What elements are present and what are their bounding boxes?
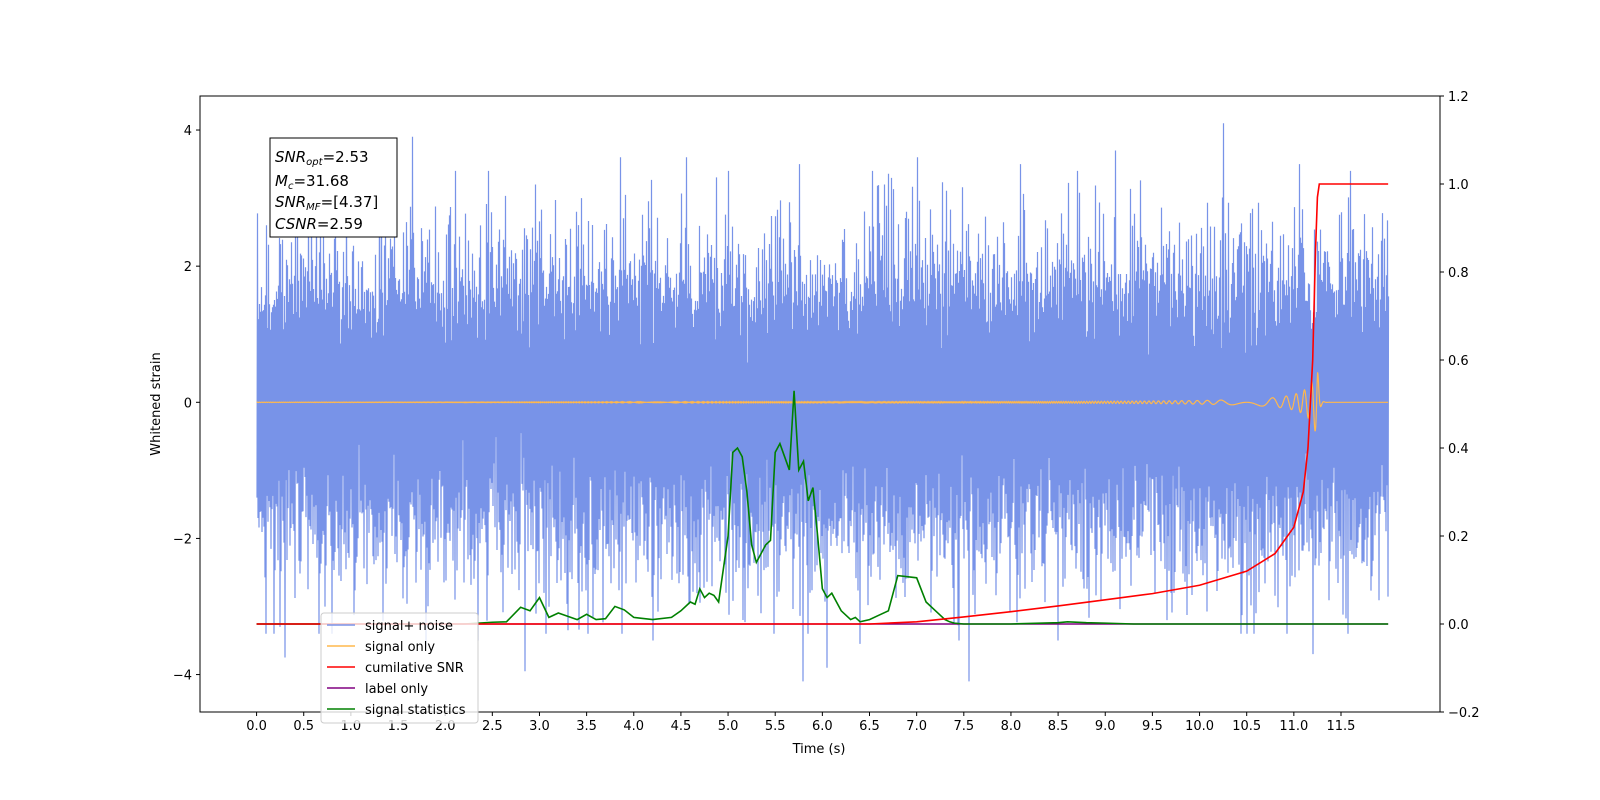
y2-tick-label: 1.2: [1448, 90, 1469, 105]
x-tick-label: 9.5: [1142, 719, 1163, 734]
x-tick-label: 5.5: [765, 719, 786, 734]
y2-tick-label: 0.6: [1448, 354, 1469, 369]
series-signal-noise: [256, 123, 1390, 682]
annotation-box: SNRopt=2.53 Mc=31.68 SNRMF=[4.37] CSNR=2…: [269, 137, 398, 238]
legend-label-signal-statistics: signal statistics: [365, 703, 466, 718]
x-tick-label: 0.5: [293, 719, 314, 734]
y-axis-left: −4 −2 0 2 4: [173, 124, 200, 684]
noise-layer: [256, 123, 1390, 682]
x-tick-label: 10.5: [1232, 719, 1261, 734]
x-tick-label: 2.5: [482, 719, 503, 734]
series-cumulative-snr: [256, 183, 1389, 625]
x-tick-label: 9.0: [1095, 719, 1116, 734]
chirp-layer: [256, 372, 1389, 432]
annotation-snr-mf: SNRMF=[4.37]: [275, 193, 378, 213]
x-tick-label: 7.5: [953, 719, 974, 734]
y-tick-label: −2: [173, 532, 192, 547]
y-axis-right: −0.2 0.0 0.2 0.4 0.6 0.8 1.0 1.2: [1440, 90, 1480, 721]
series-signal-statistics: [256, 390, 1389, 625]
annotation-mc: Mc=31.68: [275, 172, 349, 192]
x-tick-label: 6.0: [812, 719, 833, 734]
y2-tick-label: 0.4: [1448, 442, 1469, 457]
y-tick-label: 0: [184, 396, 192, 411]
x-axis-label: Time (s): [792, 742, 846, 757]
x-tick-label: 11.5: [1327, 719, 1356, 734]
legend-label-signal-noise: signal+ noise: [365, 619, 453, 634]
x-tick-label: 0.0: [246, 719, 267, 734]
y-axis-label: Whitened strain: [149, 352, 164, 455]
y-tick-label: −4: [173, 669, 192, 684]
y2-tick-label: −0.2: [1448, 706, 1480, 721]
annotation-snr-opt: SNRopt=2.53: [275, 148, 369, 168]
legend-label-cumulative-snr: cumilative SNR: [365, 661, 464, 676]
y2-tick-label: 1.0: [1448, 178, 1469, 193]
x-tick-label: 10.0: [1185, 719, 1214, 734]
x-tick-label: 6.5: [859, 719, 880, 734]
x-tick-label: 8.0: [1001, 719, 1022, 734]
x-tick-label: 11.0: [1279, 719, 1308, 734]
x-tick-label: 3.5: [576, 719, 597, 734]
x-tick-label: 7.0: [906, 719, 927, 734]
y-tick-label: 2: [184, 260, 192, 275]
annotation-csnr: CSNR=2.59: [275, 215, 363, 233]
plot-frame: [199, 95, 1441, 713]
y2-tick-label: 0.0: [1448, 618, 1469, 633]
legend-label-label-only: label only: [365, 682, 428, 697]
x-tick-label: 5.0: [718, 719, 739, 734]
x-tick-label: 4.0: [623, 719, 644, 734]
legend: signal+ noise signal only cumilative SNR…: [320, 612, 479, 724]
legend-label-signal-only: signal only: [365, 640, 435, 655]
series-signal-only: [256, 372, 1389, 432]
y2-tick-label: 0.2: [1448, 530, 1469, 545]
y2-tick-label: 0.8: [1448, 266, 1469, 281]
x-tick-label: 3.0: [529, 719, 550, 734]
y-tick-label: 4: [184, 124, 192, 139]
x-tick-label: 4.5: [671, 719, 692, 734]
x-tick-label: 8.5: [1048, 719, 1069, 734]
